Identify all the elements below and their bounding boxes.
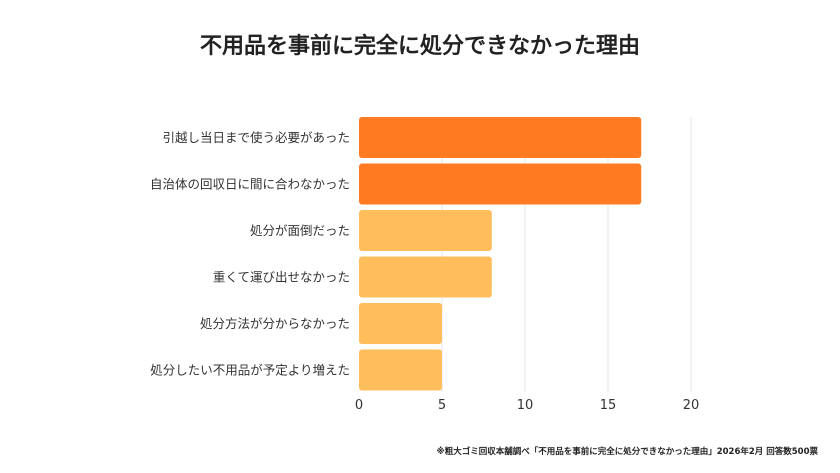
category-label: 重くて運び出せなかった	[213, 270, 350, 285]
x-tick-label: 15	[600, 398, 617, 413]
category-label: 処分が面倒だった	[250, 223, 350, 238]
bar	[359, 256, 492, 298]
bar	[359, 163, 642, 205]
x-tick-label: 5	[438, 398, 446, 413]
category-label: 自治体の回収日に間に合わなかった	[150, 177, 350, 192]
source-note: ※粗大ゴミ回収本舗調べ「不用品を事前に完全に処分できなかった理由」2026年2月…	[436, 447, 818, 457]
bar	[359, 303, 442, 344]
x-tick-label: 20	[683, 398, 700, 413]
category-label: 引越し当日まで使う必要があった	[162, 130, 350, 145]
category-label: 処分方法が分からなかった	[200, 316, 350, 331]
bar	[359, 117, 642, 158]
x-tick-label: 10	[517, 398, 534, 413]
bar	[359, 349, 442, 391]
bar	[359, 210, 492, 251]
x-tick-label: 0	[355, 398, 363, 413]
category-label: 処分したい不用品が予定より増えた	[150, 363, 350, 378]
chart-title: 不用品を事前に完全に処分できなかった理由	[199, 34, 640, 59]
